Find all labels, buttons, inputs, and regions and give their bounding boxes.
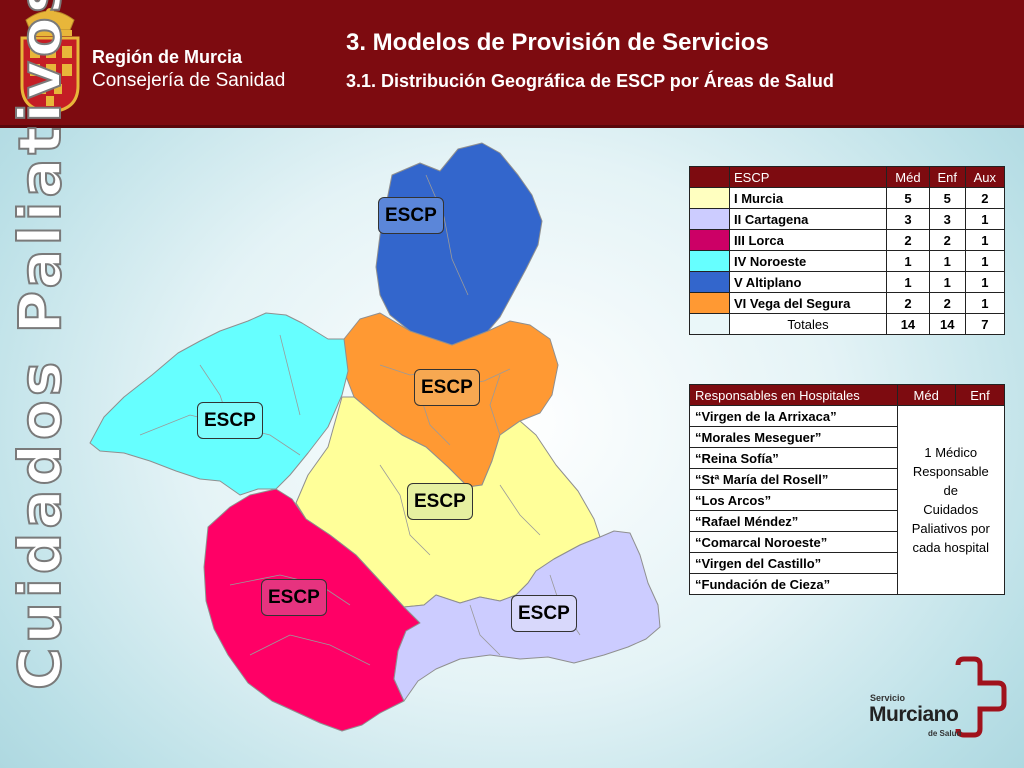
hospital-name-cell: “Rafael Méndez”: [689, 510, 898, 532]
escp-label-lorca: ESCP: [261, 579, 327, 616]
responsible-merged-cell: 1 Médico Responsable de Cuidados Paliativos …: [896, 405, 1006, 595]
page-title: 3. Modelos de Provisión de Servicios: [346, 29, 769, 56]
table-row: I Murcia 5 5 2: [689, 187, 1006, 209]
hospital-responsible-table: Responsables en Hospitales Méd Enf “Virg…: [689, 384, 1006, 595]
vertical-section-title: Cuidados Paliativos: [5, 0, 75, 691]
logo-text-de-salud: de Salud: [928, 729, 962, 738]
table-row: “Reina Sofía”: [689, 447, 1005, 469]
aux-total: 7: [964, 313, 1006, 335]
totals-label: Totales: [729, 313, 887, 335]
responsible-text-line: de: [943, 483, 958, 498]
table-row: “Fundación de Cieza”: [689, 573, 1005, 595]
column-header: Méd: [896, 384, 956, 406]
column-header: ESCP: [729, 166, 887, 188]
med-cell: 2: [885, 229, 930, 251]
med-total: 14: [885, 313, 930, 335]
aux-cell: 1: [964, 208, 1006, 230]
hospital-name-cell: “Stª María del Rosell”: [689, 468, 898, 490]
column-header: Enf: [928, 166, 966, 188]
area-color-swatch: [689, 187, 730, 209]
med-cell: 5: [885, 187, 930, 209]
responsible-text-line: Paliativos por: [911, 521, 990, 536]
org-name: Región de Murcia: [92, 47, 243, 67]
hospital-name-cell: “Virgen del Castillo”: [689, 552, 898, 574]
table-row: “Rafael Méndez”: [689, 510, 1005, 532]
responsible-text-line: Responsable: [912, 464, 989, 479]
area-color-swatch: [689, 313, 730, 335]
table-row: “Los Arcos”: [689, 489, 1005, 511]
enf-cell: 2: [928, 292, 966, 314]
hospital-name-cell: “Fundación de Cieza”: [689, 573, 898, 595]
med-cell: 2: [885, 292, 930, 314]
table-row: II Cartagena 3 3 1: [689, 208, 1006, 230]
escp-staff-table: ESCP Méd Enf Aux I Murcia 5 5 2 II Cartagena…: [689, 166, 1006, 335]
aux-cell: 1: [964, 229, 1006, 251]
hospital-name-cell: “Los Arcos”: [689, 489, 898, 511]
region-crest-logo: [20, 8, 80, 114]
table-row: “Virgen de la Arrixaca” 1 Médico Responsab…: [689, 405, 1006, 595]
aux-cell: 1: [964, 271, 1006, 293]
area-name-cell: I Murcia: [729, 187, 887, 209]
logo-text-servicio: Servicio: [870, 693, 906, 703]
hospital-name-cell: “Reina Sofía”: [689, 447, 898, 469]
responsible-text-line: 1 Médico: [924, 445, 978, 460]
header-bar: Región de Murcia Consejería de Sanidad 3…: [0, 0, 1024, 128]
table-row: “Virgen del Castillo”: [689, 552, 1005, 574]
table-row: IV Noroeste 1 1 1: [689, 250, 1006, 272]
table-row: “Comarcal Noroeste”: [689, 531, 1005, 553]
aux-cell: 2: [964, 187, 1006, 209]
table-row: III Lorca 2 2 1: [689, 229, 1006, 251]
med-cell: 3: [885, 208, 930, 230]
responsible-text-line: cada hospital: [912, 540, 990, 555]
table-row: “Stª María del Rosell”: [689, 468, 1005, 490]
area-color-swatch: [689, 229, 730, 251]
escp-label-noroeste: ESCP: [197, 402, 263, 439]
med-cell: 1: [885, 250, 930, 272]
escp-label-cartagena: ESCP: [511, 595, 577, 632]
sms-cross-icon: [955, 656, 1007, 738]
column-header: Méd: [885, 166, 930, 188]
area-altiplano: [375, 142, 543, 346]
column-header: Enf: [954, 384, 1006, 406]
enf-cell: 5: [928, 187, 966, 209]
area-name-cell: VI Vega del Segura: [729, 292, 887, 314]
escp-label-vega: ESCP: [414, 369, 480, 406]
totals-row: Totales 14 14 7: [689, 313, 1006, 335]
org-department: Consejería de Sanidad: [92, 70, 286, 91]
area-color-swatch: [689, 250, 730, 272]
hospital-name-cell: “Comarcal Noroeste”: [689, 531, 898, 553]
swatch-header: [689, 166, 730, 188]
escp-label-altiplano: ESCP: [378, 197, 444, 234]
aux-cell: 1: [964, 250, 1006, 272]
responsible-text-line: Cuidados: [923, 502, 979, 517]
area-name-cell: IV Noroeste: [729, 250, 887, 272]
table-row: “Morales Meseguer”: [689, 426, 1005, 448]
area-color-swatch: [689, 292, 730, 314]
enf-cell: 2: [928, 229, 966, 251]
med-cell: 1: [885, 271, 930, 293]
table-row: V Altiplano 1 1 1: [689, 271, 1006, 293]
enf-total: 14: [928, 313, 966, 335]
region-map: ESCP ESCP ESCP ESCP ESCP ESCP: [80, 135, 680, 755]
area-name-cell: V Altiplano: [729, 271, 887, 293]
hospital-name-cell: “Morales Meseguer”: [689, 426, 898, 448]
area-color-swatch: [689, 208, 730, 230]
escp-label-murcia: ESCP: [407, 483, 473, 520]
aux-cell: 1: [964, 292, 1006, 314]
enf-cell: 1: [928, 271, 966, 293]
area-name-cell: II Cartagena: [729, 208, 887, 230]
enf-cell: 1: [928, 250, 966, 272]
hospital-name-cell: “Virgen de la Arrixaca”: [689, 405, 898, 427]
column-header: Aux: [964, 166, 1006, 188]
column-header: Responsables en Hospitales: [689, 384, 898, 406]
sms-logo: Servicio Murciano de Salud: [862, 655, 1010, 747]
table-row: VI Vega del Segura 2 2 1: [689, 292, 1006, 314]
area-name-cell: III Lorca: [729, 229, 887, 251]
table-header-row: Responsables en Hospitales Méd Enf: [689, 384, 1006, 406]
page-subtitle: 3.1. Distribución Geográfica de ESCP por…: [346, 71, 834, 91]
enf-cell: 3: [928, 208, 966, 230]
area-color-swatch: [689, 271, 730, 293]
logo-text-murciano: Murciano: [869, 703, 959, 726]
table-header-row: ESCP Méd Enf Aux: [689, 166, 1006, 188]
